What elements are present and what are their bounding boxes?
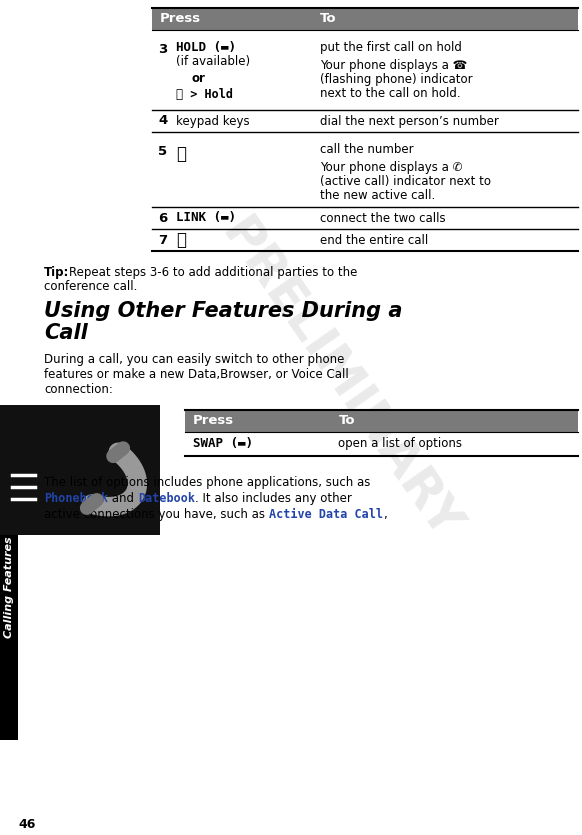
Text: 4: 4 — [158, 114, 167, 128]
Text: keypad keys: keypad keys — [176, 114, 250, 128]
Text: 5: 5 — [158, 145, 167, 158]
Text: 46: 46 — [18, 818, 36, 831]
Text: and: and — [108, 492, 138, 505]
Text: Calling Features: Calling Features — [4, 537, 14, 638]
Text: ,: , — [383, 508, 386, 521]
Text: Ⓝ: Ⓝ — [176, 145, 186, 163]
Text: Your phone displays a ☎: Your phone displays a ☎ — [320, 59, 467, 72]
Text: (active call) indicator next to: (active call) indicator next to — [320, 175, 491, 188]
Text: the new active call.: the new active call. — [320, 189, 435, 202]
Text: next to the call on hold.: next to the call on hold. — [320, 87, 460, 100]
Text: Press: Press — [160, 13, 201, 26]
Text: put the first call on hold: put the first call on hold — [320, 41, 462, 54]
Text: Datebook: Datebook — [138, 492, 195, 505]
Bar — [0, 405, 160, 535]
Text: open a list of options: open a list of options — [338, 438, 463, 451]
Text: To: To — [320, 13, 336, 26]
Text: Call: Call — [44, 323, 88, 343]
Text: (if available): (if available) — [176, 55, 250, 68]
Text: or: or — [191, 72, 205, 85]
Text: connect the two calls: connect the two calls — [320, 211, 445, 225]
Text: . It also includes any other: . It also includes any other — [195, 492, 352, 505]
Text: Tip:: Tip: — [44, 266, 69, 279]
Text: call the number: call the number — [320, 143, 413, 156]
Text: Repeat steps 3-6 to add additional parties to the: Repeat steps 3-6 to add additional parti… — [69, 266, 357, 279]
Text: conference call.: conference call. — [44, 280, 137, 293]
Bar — [152, 8, 578, 30]
Text: 3: 3 — [158, 43, 167, 56]
Bar — [185, 410, 578, 432]
Text: Your phone displays a ✆: Your phone displays a ✆ — [320, 161, 462, 174]
Text: To: To — [338, 414, 355, 428]
Text: PRELIMINARY: PRELIMINARY — [211, 210, 469, 549]
Text: The list of options includes phone applications, such as: The list of options includes phone appli… — [44, 476, 370, 489]
Text: dial the next person’s number: dial the next person’s number — [320, 114, 499, 128]
Text: 7: 7 — [158, 234, 167, 246]
Text: Using Other Features During a: Using Other Features During a — [44, 301, 403, 321]
Text: features or make a new Data,Browser, or Voice Call: features or make a new Data,Browser, or … — [44, 368, 349, 381]
Text: Active Data Call: Active Data Call — [269, 508, 383, 521]
Text: SWAP (▬): SWAP (▬) — [193, 438, 253, 451]
Text: active connections you have, such as: active connections you have, such as — [44, 508, 269, 521]
Text: connection:: connection: — [44, 383, 113, 396]
Text: end the entire call: end the entire call — [320, 234, 428, 246]
Text: During a call, you can easily switch to other phone: During a call, you can easily switch to … — [44, 353, 345, 366]
Text: LINK (▬): LINK (▬) — [176, 211, 236, 225]
Text: Phonebook: Phonebook — [44, 492, 108, 505]
Text: Ⓜ > Hold: Ⓜ > Hold — [176, 88, 233, 101]
Text: 6: 6 — [158, 211, 167, 225]
Text: Ⓤ: Ⓤ — [176, 231, 186, 249]
Text: HOLD (▬): HOLD (▬) — [176, 41, 236, 54]
Text: (flashing phone) indicator: (flashing phone) indicator — [320, 73, 473, 86]
Text: Press: Press — [193, 414, 234, 428]
Bar — [0, 435, 18, 740]
